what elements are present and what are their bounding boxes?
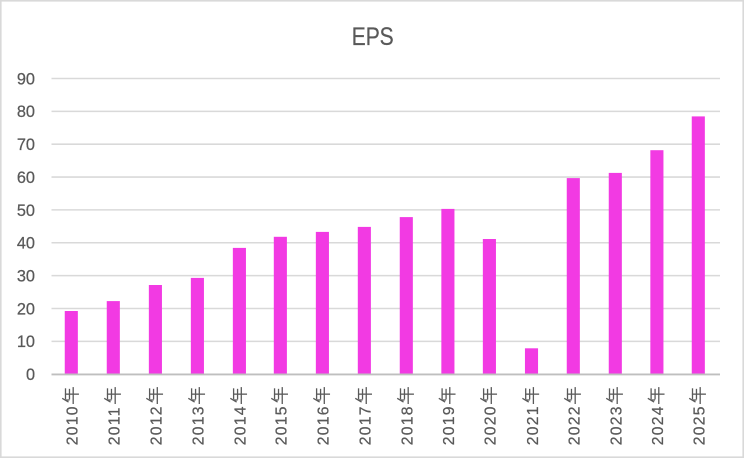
svg-text:2015: 2015 [274,405,291,445]
svg-text:2013: 2013 [191,405,208,445]
svg-text:60: 60 [17,169,35,187]
svg-text:20: 20 [17,300,35,318]
svg-text:2020: 2020 [483,405,500,445]
svg-text:EPS: EPS [352,23,394,51]
svg-text:2024: 2024 [650,405,667,445]
svg-text:50: 50 [17,202,35,220]
svg-text:2017: 2017 [358,405,375,445]
svg-text:10: 10 [17,333,35,351]
svg-text:2023: 2023 [609,405,626,445]
svg-text:2012: 2012 [149,405,166,445]
svg-text:2019: 2019 [441,405,458,445]
svg-text:40: 40 [17,235,35,253]
svg-text:2025: 2025 [692,405,709,445]
svg-text:2018: 2018 [400,405,417,445]
svg-text:2021: 2021 [525,405,542,445]
svg-text:80: 80 [17,103,35,121]
svg-text:70: 70 [17,136,35,154]
svg-text:2010: 2010 [65,405,82,445]
svg-text:30: 30 [17,268,35,286]
svg-text:2016: 2016 [316,405,333,445]
svg-text:2022: 2022 [567,405,584,445]
svg-text:90: 90 [17,70,35,88]
svg-text:2011: 2011 [107,406,124,445]
svg-text:0: 0 [26,366,35,384]
svg-text:2014: 2014 [233,405,250,445]
